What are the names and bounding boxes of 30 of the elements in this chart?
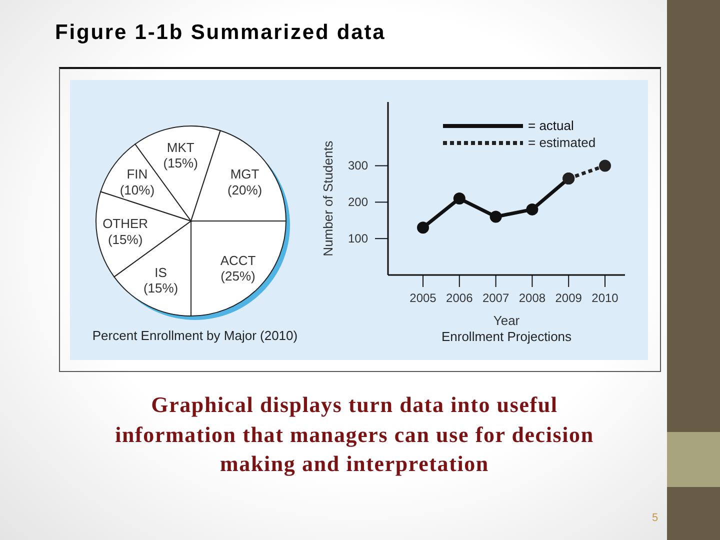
data-label: (10%) [120, 182, 155, 198]
data-label: (15%) [163, 156, 198, 171]
data-label: (25%) [220, 268, 256, 284]
data-label: (15%) [108, 232, 143, 247]
slice-label: OTHER [102, 216, 148, 232]
text: Figure 1-1b Summarized data [55, 21, 386, 45]
x-tick-label: 2010 [592, 291, 619, 305]
text: Enrollment Projections [440, 329, 573, 344]
y-tick-label: 200 [348, 195, 368, 210]
series-label: = estimated [528, 135, 596, 150]
x-tick-label: 2007 [482, 291, 510, 305]
slice-label: MKT [166, 140, 194, 156]
y-axis-title: Number of Students [320, 140, 336, 256]
y-tick-label: 300 [348, 158, 368, 173]
text: Percent Enrollment by Major (2010) [91, 328, 299, 343]
slice-label: IS [154, 265, 168, 280]
data-label: (15%) [143, 280, 178, 296]
x-axis-title: Year [493, 313, 520, 328]
text: 5 [652, 512, 658, 524]
slice-label: FIN [126, 166, 148, 182]
data-label: (20%) [227, 182, 262, 198]
x-tick-label: 2006 [446, 291, 474, 305]
text: = actual [528, 118, 574, 133]
slice-label: ACCT [220, 252, 256, 268]
x-tick-label: 2009 [555, 291, 582, 305]
slice-label: MGT [230, 166, 260, 182]
x-tick-label: 2005 [410, 291, 437, 305]
x-tick-label: 2008 [518, 291, 546, 305]
text: Graphical displays turn data into useful information that managers can use for decision making and interpretation [114, 391, 595, 478]
y-tick-label: 100 [348, 232, 368, 246]
